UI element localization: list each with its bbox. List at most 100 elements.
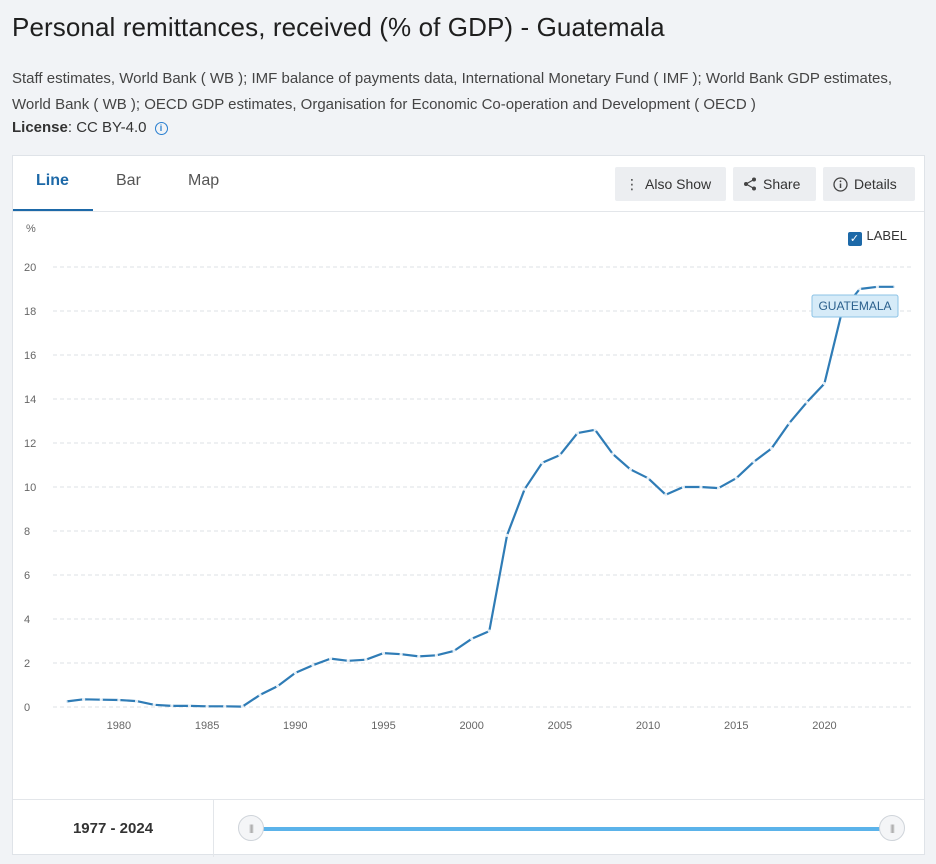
data-point (364, 658, 368, 662)
license-label: License (12, 119, 68, 136)
info-icon[interactable]: i (154, 122, 168, 135)
data-point (752, 460, 756, 464)
x-tick-label: 2005 (548, 720, 572, 732)
tab-map[interactable]: Map (188, 172, 220, 189)
data-point (522, 487, 527, 491)
series-label: GUATEMALA (818, 299, 891, 313)
range-footer: 1977 - 2024 ||| ||| (13, 799, 924, 857)
data-point (134, 699, 139, 703)
y-tick-label: 10 (24, 482, 36, 494)
data-point (399, 652, 403, 656)
data-point (699, 485, 703, 489)
data-point (117, 698, 121, 702)
share-label: Share (763, 176, 801, 192)
data-point (664, 493, 668, 497)
y-tick-label: 6 (24, 570, 30, 582)
series-group: GUATEMALA (64, 285, 899, 709)
range-slider-track[interactable] (251, 827, 891, 831)
label-toggle[interactable]: ✓ LABEL (847, 228, 907, 246)
data-point (82, 697, 86, 701)
data-point (540, 461, 544, 465)
data-point (434, 653, 439, 657)
source-text: Staff estimates, World Bank ( WB ); IMF … (12, 70, 893, 113)
tab-bar: Line Bar Map ⋮ Also Show Share Details (13, 156, 924, 212)
year-range-label: 1977 - 2024 (13, 800, 214, 857)
share-icon (743, 167, 757, 201)
grid-lines (53, 266, 913, 708)
data-point (822, 382, 827, 386)
details-label: Details (854, 176, 897, 192)
x-axis-ticks: 1980 1985 1990 1995 2000 2005 2010 2015 2020 (107, 720, 837, 732)
data-point (346, 659, 350, 663)
range-end: 2024 (119, 820, 154, 837)
data-point (311, 663, 315, 667)
data-point (769, 446, 774, 451)
data-point (875, 285, 879, 289)
also-show-label: Also Show (645, 176, 712, 192)
y-axis-ticks: 0 2 4 6 8 10 12 14 16 18 20 (24, 262, 36, 714)
data-point (681, 485, 685, 489)
x-tick-label: 2015 (724, 720, 748, 732)
checkbox-checked-icon: ✓ (847, 232, 862, 246)
data-point (328, 657, 333, 661)
data-point (223, 704, 227, 708)
range-separator: - (106, 820, 120, 837)
license-line: License: CC BY-4.0 i (12, 119, 168, 136)
more-vertical-icon: ⋮ (625, 176, 639, 192)
y-tick-label: 4 (24, 614, 30, 626)
data-point (717, 486, 721, 490)
data-point (487, 629, 491, 633)
data-point (858, 287, 862, 291)
data-point (258, 693, 262, 697)
y-tick-label: 0 (24, 702, 30, 714)
label-toggle-text: LABEL (866, 228, 907, 243)
range-start: 1977 (72, 820, 107, 837)
data-point (99, 698, 103, 702)
data-point (205, 704, 209, 708)
y-axis-unit-label: % (26, 223, 36, 235)
data-point (646, 476, 650, 480)
range-slider-end-handle[interactable]: ||| (879, 815, 905, 841)
data-point (417, 654, 421, 658)
line-chart: 0 2 4 6 8 10 12 14 16 18 20 1980 1985 1990 1995 2000 20… (24, 223, 913, 732)
range-slider-start-handle[interactable]: ||| (238, 815, 264, 841)
y-tick-label: 8 (24, 526, 30, 538)
details-button[interactable]: Details (823, 167, 915, 201)
data-point (170, 704, 174, 708)
tab-line[interactable]: Line (36, 172, 69, 189)
series-label-box (811, 294, 899, 318)
x-tick-label: 1990 (283, 720, 307, 732)
y-tick-label: 20 (24, 262, 36, 274)
x-tick-label: 2020 (812, 720, 836, 732)
data-point (293, 671, 297, 675)
y-tick-label: 12 (24, 438, 36, 450)
x-tick-label: 1995 (371, 720, 395, 732)
tab-bar-chart[interactable]: Bar (116, 172, 141, 189)
data-point (240, 704, 244, 709)
chart-card: Line Bar Map ⋮ Also Show Share Details ✓ L… (12, 155, 925, 857)
series-line (65, 285, 895, 708)
data-point (152, 703, 156, 707)
active-tab-indicator (13, 209, 93, 211)
data-point (593, 428, 597, 432)
share-button[interactable]: Share (733, 167, 816, 201)
data-point (452, 649, 456, 653)
y-tick-label: 14 (24, 394, 36, 406)
data-point (611, 452, 615, 456)
data-point (558, 453, 562, 457)
data-point (64, 699, 68, 704)
data-point (805, 400, 809, 404)
x-tick-label: 1980 (107, 720, 131, 732)
info-circle-icon (833, 167, 848, 201)
data-point (734, 476, 738, 480)
page-title: Personal remittances, received (% of GDP… (12, 12, 665, 42)
data-point (505, 533, 509, 537)
y-tick-label: 16 (24, 350, 36, 362)
x-tick-label: 1985 (195, 720, 219, 732)
also-show-button[interactable]: ⋮ Also Show (615, 167, 726, 201)
y-tick-label: 18 (24, 306, 36, 318)
license-value: : CC BY-4.0 (67, 119, 147, 136)
data-point (575, 431, 580, 435)
y-tick-label: 2 (24, 658, 30, 670)
x-tick-label: 2010 (636, 720, 660, 732)
